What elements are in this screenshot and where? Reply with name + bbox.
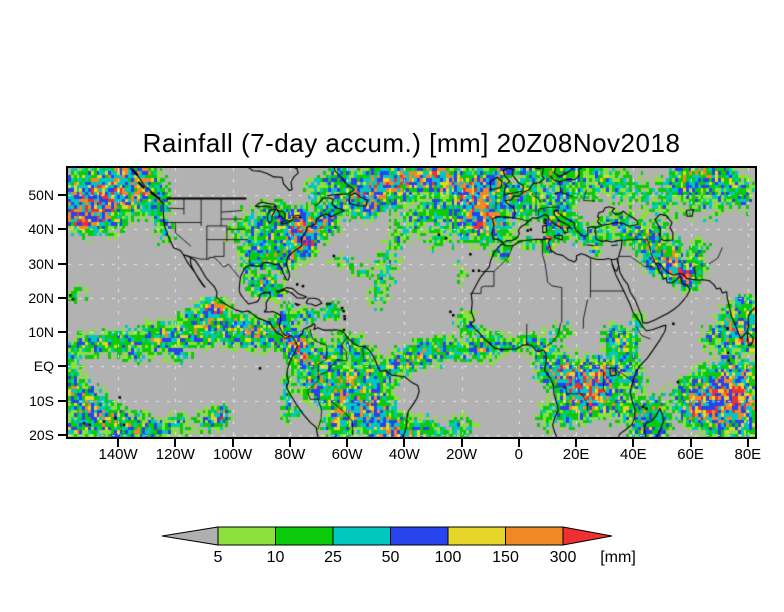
colorbar-segment bbox=[332, 526, 391, 546]
lat-tick bbox=[58, 194, 66, 197]
lat-tick-label: 10S bbox=[29, 392, 54, 409]
lon-tick bbox=[403, 439, 406, 447]
colorbar-level-label: 150 bbox=[492, 549, 519, 566]
lat-tick-label: 10N bbox=[28, 324, 54, 341]
lat-tick-label: 40N bbox=[28, 221, 54, 238]
lon-tick-label: 40W bbox=[388, 446, 420, 463]
colorbar-segment bbox=[505, 526, 564, 546]
lon-tick bbox=[346, 439, 349, 447]
lon-tick bbox=[575, 439, 578, 447]
colorbar-unit-label: [mm] bbox=[600, 549, 636, 566]
lon-tick-label: 120W bbox=[155, 446, 195, 463]
lat-tick-label: 30N bbox=[28, 255, 54, 272]
lon-tick-label: 60W bbox=[331, 446, 363, 463]
lat-tick-label: 20S bbox=[29, 426, 54, 443]
colorbar-level-label: 100 bbox=[435, 549, 462, 566]
colorbar-level-label: 10 bbox=[267, 549, 285, 566]
colorbar-below-arrow bbox=[161, 526, 219, 546]
lat-tick-label: EQ bbox=[33, 358, 54, 375]
lat-tick-label: 20N bbox=[28, 289, 54, 306]
lon-tick-label: 20W bbox=[446, 446, 478, 463]
colorbar: 5 10 25 50 100 150 300 [mm] bbox=[161, 526, 636, 566]
colorbar-level-label: 300 bbox=[550, 549, 577, 566]
colorbar-level-label: 50 bbox=[382, 549, 400, 566]
lon-tick-label: 40E bbox=[619, 446, 647, 463]
lon-tick bbox=[231, 439, 234, 447]
lon-tick bbox=[117, 439, 120, 447]
lon-tick-label: 140W bbox=[98, 446, 138, 463]
colorbar-segment bbox=[217, 526, 276, 546]
lat-tick bbox=[58, 365, 66, 368]
lon-tick-label: 60E bbox=[677, 446, 704, 463]
lon-tick-label: 80E bbox=[734, 446, 762, 463]
lat-tick bbox=[58, 296, 66, 299]
lat-tick bbox=[58, 399, 66, 402]
lon-tick bbox=[632, 439, 635, 447]
colorbar-level-label: 25 bbox=[324, 549, 342, 566]
lon-tick bbox=[746, 439, 749, 447]
colorbar-segment bbox=[275, 526, 334, 546]
lon-tick bbox=[288, 439, 291, 447]
lon-tick-label: 80W bbox=[274, 446, 306, 463]
lon-tick bbox=[174, 439, 177, 447]
lon-tick bbox=[517, 439, 520, 447]
lon-tick-label: 100W bbox=[213, 446, 253, 463]
colorbar-segment bbox=[390, 526, 449, 546]
lat-tick bbox=[58, 262, 66, 265]
plot-title: Rainfall (7-day accum.) [mm] 20Z08Nov201… bbox=[142, 128, 681, 158]
lon-tick bbox=[460, 439, 463, 447]
map-plot-area bbox=[66, 166, 757, 439]
lat-tick bbox=[58, 228, 66, 231]
lat-tick bbox=[58, 433, 66, 436]
rainfall-map-canvas bbox=[68, 168, 755, 437]
lon-tick-label: 20E bbox=[562, 446, 590, 463]
lat-tick-label: 50N bbox=[28, 187, 54, 204]
colorbar-segment bbox=[447, 526, 506, 546]
colorbar-above-arrow bbox=[562, 526, 613, 546]
lon-tick-label: 0 bbox=[514, 446, 524, 463]
lat-tick bbox=[58, 331, 66, 334]
lon-tick bbox=[689, 439, 692, 447]
colorbar-level-label: 5 bbox=[214, 549, 223, 566]
